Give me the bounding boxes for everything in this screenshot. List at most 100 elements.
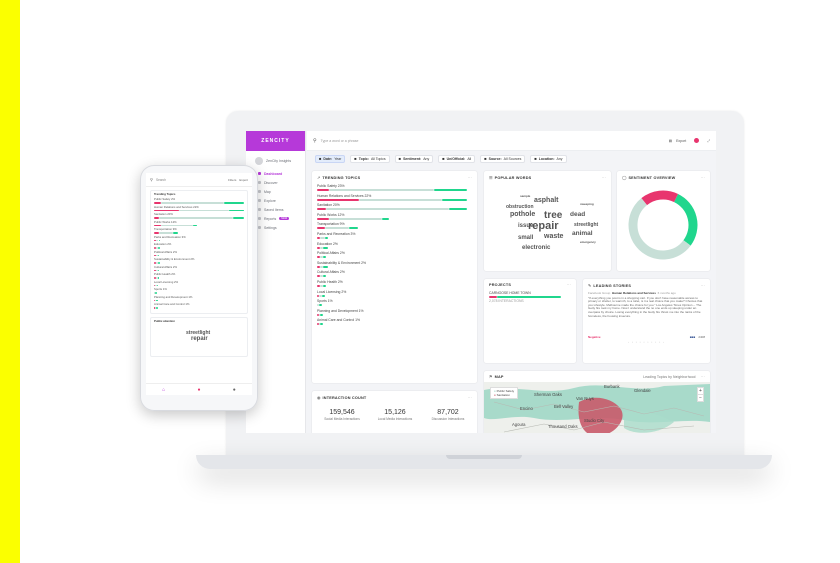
cloud-word[interactable]: sample	[520, 194, 531, 198]
phone-topic-row[interactable]: Sustainability & Environment 2%	[154, 258, 244, 264]
avatar	[255, 157, 263, 165]
filter-topic[interactable]: ■ Topic: All Topics	[350, 155, 390, 163]
filter-location[interactable]: ■ Location: Any	[530, 155, 567, 163]
more-icon[interactable]: ···	[700, 374, 705, 379]
more-icon[interactable]: ···	[700, 283, 705, 288]
negative-segment	[154, 217, 160, 219]
filter-unofficial[interactable]: ■ Un/Official: All	[438, 155, 476, 163]
sidebar-item-saved-items[interactable]: Saved Items	[246, 205, 305, 214]
cloud-word[interactable]: repair	[528, 220, 559, 232]
filter-label: Date:	[323, 157, 333, 161]
phone-topic-row[interactable]: Public Health 2%	[154, 273, 244, 279]
sidebar-item-settings[interactable]: Settings	[246, 223, 305, 232]
topic-row[interactable]: Sanitation 20%	[312, 203, 477, 213]
phone-topic-row[interactable]: Public Safety 2%	[154, 198, 244, 204]
phone-topic-row[interactable]: Planning and Development 1%	[154, 295, 244, 301]
cloud-word[interactable]: tree	[544, 210, 563, 221]
topic-label: Human Relations and Services 22%	[317, 193, 372, 198]
positive-slice[interactable]	[673, 193, 698, 246]
cloud-word[interactable]: obstruction	[506, 204, 534, 210]
phone-topic-row[interactable]: Cultural Affairs 2%	[154, 265, 244, 271]
user-profile[interactable]: ZenCity Insights	[246, 151, 305, 169]
topic-row[interactable]: Animal Care and Control 1%	[312, 318, 477, 328]
topic-row[interactable]: Public Safety 23%	[312, 184, 477, 194]
phone-search[interactable]: Search	[155, 177, 167, 182]
topic-row[interactable]: Parks and Recreation 3%	[312, 232, 477, 242]
neutral-slice[interactable]	[628, 198, 691, 260]
phone-topic-row[interactable]: Sanitation 20%	[154, 213, 244, 219]
cloud-word[interactable]: emergency	[580, 240, 596, 244]
zoom-in-button[interactable]: +	[699, 388, 702, 394]
story-category[interactable]: Human Relations and Services	[612, 291, 656, 295]
phone-filters[interactable]: Filters	[228, 177, 237, 182]
phone-topic-row[interactable]: Local Licensing 2%	[154, 280, 244, 286]
cloud-word[interactable]: dead	[570, 211, 586, 218]
positive-segment	[323, 256, 326, 259]
phone-topic-row[interactable]: Animal Care and Control 1%	[154, 303, 244, 309]
app-logo[interactable]: ZENCITY	[246, 131, 305, 151]
topic-row[interactable]: Local Licensing 2%	[312, 290, 477, 300]
topic-row[interactable]: Planning and Development 1%	[312, 309, 477, 319]
phone-topic-row[interactable]: Sports 1%	[154, 288, 244, 294]
cloud-word[interactable]: pothole	[510, 211, 536, 218]
cloud-word[interactable]: issue	[518, 223, 534, 229]
home-icon[interactable]: ⌂	[162, 386, 166, 393]
gear-icon	[258, 226, 261, 229]
topic-row[interactable]: Sports 1%	[312, 299, 477, 309]
sidebar-item-discover[interactable]: Discover	[246, 178, 305, 187]
phone-topic-label: Transportation 9%	[154, 227, 177, 231]
negative-slice[interactable]	[641, 190, 679, 206]
phone-topic-row[interactable]: Transportation 9%	[154, 228, 244, 234]
cloud-word[interactable]: animal	[572, 230, 593, 237]
cloud-word[interactable]: electronic	[522, 245, 551, 251]
more-icon[interactable]: ···	[467, 395, 472, 400]
sidebar-item-reports[interactable]: Reports NEW	[246, 214, 305, 223]
export-icon[interactable]: ▤	[668, 138, 673, 143]
phone-topic-row[interactable]: Public Works 12%	[154, 220, 244, 226]
story-pagination[interactable]: ‹ • • • • • • • • ›	[628, 340, 665, 345]
leading-stories-card: ✎ LEADING STORIES ··· Facebook Group Hum…	[583, 279, 710, 363]
more-icon[interactable]: ···	[566, 283, 571, 287]
notifications-icon[interactable]	[694, 138, 700, 143]
topic-row[interactable]: Human Relations and Services 22%	[312, 194, 477, 204]
zoom-out-button[interactable]: −	[698, 394, 703, 401]
positive-segment	[323, 275, 326, 278]
phone-topic-row[interactable]: Education 2%	[154, 243, 244, 249]
cloud-word[interactable]: sweeping	[580, 202, 594, 206]
search-icon[interactable]: ⚲	[150, 177, 153, 182]
phone-topic-row[interactable]: Parks and Recreation 3%	[154, 235, 244, 241]
filter-source[interactable]: ■ Source: All Sources	[480, 155, 526, 163]
sidebar-item-explore[interactable]: Explore	[246, 196, 305, 205]
topic-row[interactable]: Public Health 2%	[312, 280, 477, 290]
more-icon[interactable]: ···	[700, 175, 705, 180]
cloud-word[interactable]: streetlight	[574, 222, 599, 228]
project-name[interactable]: CARNOOSE HOME TOWN	[489, 291, 531, 295]
bell-icon[interactable]: ●	[197, 386, 201, 393]
topic-row[interactable]: Political Affairs 2%	[312, 251, 477, 261]
map-canvas[interactable]: Sherman Oaks Encino Van Nuys Glendale Burban…	[484, 382, 710, 433]
search-icon[interactable]: ⚲	[313, 137, 317, 144]
cloud-word[interactable]: small	[518, 235, 534, 241]
phone-topic-row[interactable]: Human Relations and Services 22%	[154, 205, 244, 211]
search-input[interactable]: Type a word or a phrase	[320, 138, 359, 143]
more-icon[interactable]: ···	[467, 175, 472, 180]
topic-row[interactable]: Cultural Affairs 2%	[312, 270, 477, 280]
filter-date[interactable]: ■ Date: Year	[315, 155, 346, 163]
topic-row[interactable]: Public Works 12%	[312, 213, 477, 223]
phone-topic-row[interactable]: Political Affairs 2%	[154, 250, 244, 256]
topic-row[interactable]: Sustainability & Environment 2%	[312, 261, 477, 271]
cloud-word[interactable]: waste	[544, 233, 564, 240]
sidebar-item-map[interactable]: Map	[246, 187, 305, 196]
topic-row[interactable]: Transportation 9%	[312, 222, 477, 232]
filter-sentiment[interactable]: ■ Sentiment: Any	[394, 155, 434, 163]
phone-export[interactable]: Export	[239, 177, 248, 182]
negative-segment	[317, 189, 329, 191]
cloud-word[interactable]: asphalt	[534, 197, 559, 204]
expand-icon[interactable]: ⤢	[707, 138, 710, 143]
phone-frame: ⚲ Search Filters Export Trending Topics …	[140, 165, 258, 411]
negative-segment	[154, 254, 156, 256]
user-icon[interactable]: ●	[232, 386, 236, 393]
more-icon[interactable]: ···	[601, 175, 606, 180]
topic-row[interactable]: Education 2%	[312, 242, 477, 252]
export-button[interactable]: Export	[676, 138, 687, 143]
